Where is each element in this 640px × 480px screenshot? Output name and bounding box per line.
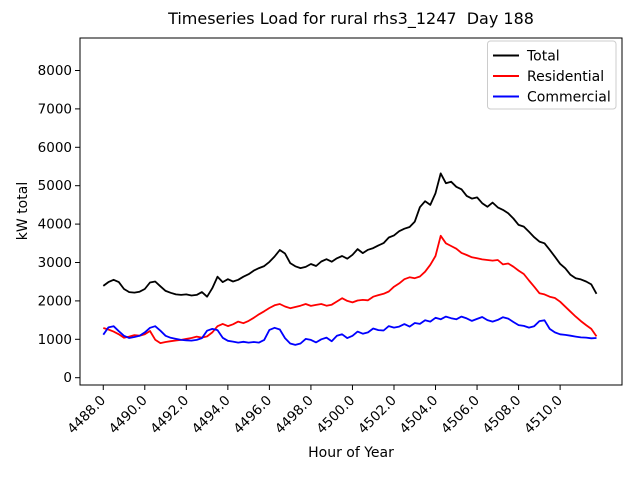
legend-label-total: Total <box>526 49 560 65</box>
series-line-commercial <box>102 315 597 346</box>
legend-label-commercial: Commercial <box>527 90 611 106</box>
series-line-residential <box>103 234 598 345</box>
legend: Total Residential Commercial <box>487 40 617 110</box>
y-tick-label: 2000 <box>38 293 72 309</box>
y-tick-label: 5000 <box>38 178 72 194</box>
chart-title: Timeseries Load for rural rhs3_1247 Day … <box>167 9 534 29</box>
y-tick-label: 4000 <box>38 217 72 233</box>
y-tick-label: 8000 <box>38 63 72 79</box>
series-group <box>102 172 598 346</box>
legend-box <box>487 40 617 110</box>
y-tick-label: 6000 <box>38 140 72 156</box>
x-axis-label: Hour of Year <box>308 445 394 461</box>
y-tick-label: 1000 <box>38 332 72 348</box>
y-axis-label: kW total <box>15 182 31 240</box>
plot-frame <box>79 37 623 386</box>
y-tick-label: 7000 <box>38 101 72 117</box>
y-tick-label: 3000 <box>38 255 72 271</box>
y-tick-label: 0 <box>63 370 72 386</box>
legend-label-residential: Residential <box>527 69 604 85</box>
series-line-total <box>102 172 598 298</box>
